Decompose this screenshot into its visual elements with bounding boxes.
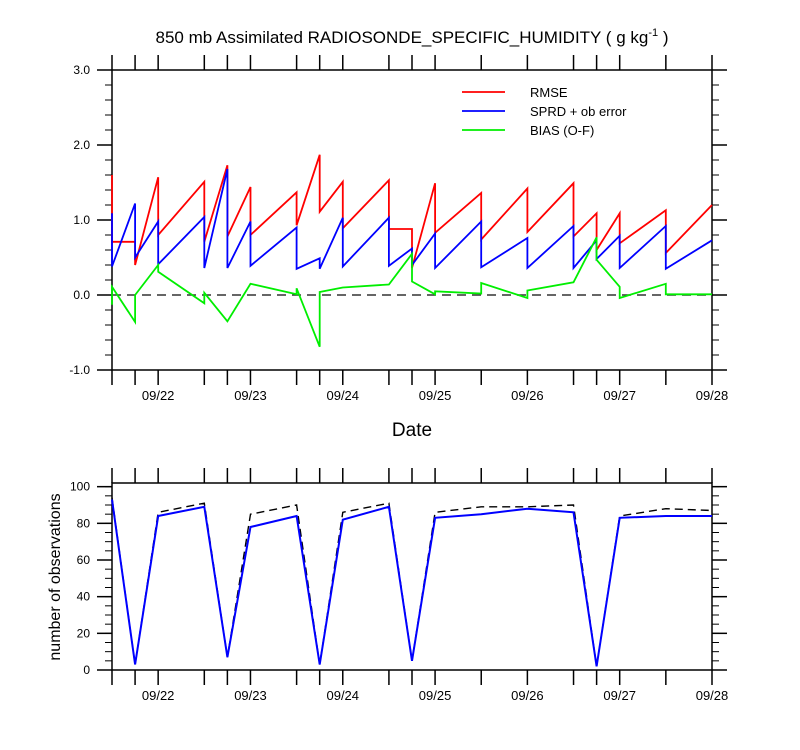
x-tick-label: 09/27 [603,688,636,703]
x-tick-label: 09/28 [696,688,729,703]
x-tick-label: 09/27 [603,388,636,403]
y-tick-label: 60 [77,553,91,567]
series-line-observations-assimilated [111,499,712,667]
y-axis-label-bottom: number of observations [47,493,64,660]
y-tick-label: 40 [77,590,91,604]
series-line-bias-o-f- [111,236,712,348]
x-tick-label: 09/25 [419,388,452,403]
series-line-observations-possible [111,497,713,667]
legend-label: BIAS (O-F) [530,123,594,138]
y-tick-label: 0.0 [73,288,90,302]
x-tick-label: 09/22 [142,688,175,703]
title-superscript: -1 [648,27,658,39]
x-axis-label: Date [392,420,432,441]
x-tick-label: 09/26 [511,388,544,403]
y-tick-label: -1.0 [69,363,90,377]
legend-label: SPRD + ob error [530,104,627,119]
y-tick-label: 2.0 [73,138,90,152]
plot-frame [111,482,713,671]
x-tick-label: 09/25 [419,688,452,703]
legend-label: RMSE [530,85,568,100]
y-tick-label: 100 [70,480,90,494]
x-tick-label: 09/23 [234,688,267,703]
y-tick-label: 80 [77,516,91,530]
chart-title: 850 mb Assimilated RADIOSONDE_SPECIFIC_H… [156,27,669,47]
x-tick-label: 09/24 [326,688,359,703]
y-tick-label: 20 [77,626,91,640]
y-tick-label: 1.0 [73,213,90,227]
y-tick-label: 3.0 [73,63,90,77]
title-main: 850 mb Assimilated RADIOSONDE_SPECIFIC_H… [156,28,649,47]
series-line-rmse [111,154,713,269]
x-tick-label: 09/22 [142,388,175,403]
x-tick-label: 09/26 [511,688,544,703]
x-tick-label: 09/23 [234,388,267,403]
y-tick-label: 0 [83,663,90,677]
x-tick-label: 09/28 [696,388,729,403]
title-end: ) [658,28,668,47]
bottom-plot: 09/22 09/23 09/24 09/25 09/26 09/27 09/28 0 20 40… [70,468,728,703]
x-tick-label: 09/24 [326,388,359,403]
top-plot: 09/22 09/23 09/24 09/25 09/26 09/27 09/28 -1.0 0… [69,55,728,403]
